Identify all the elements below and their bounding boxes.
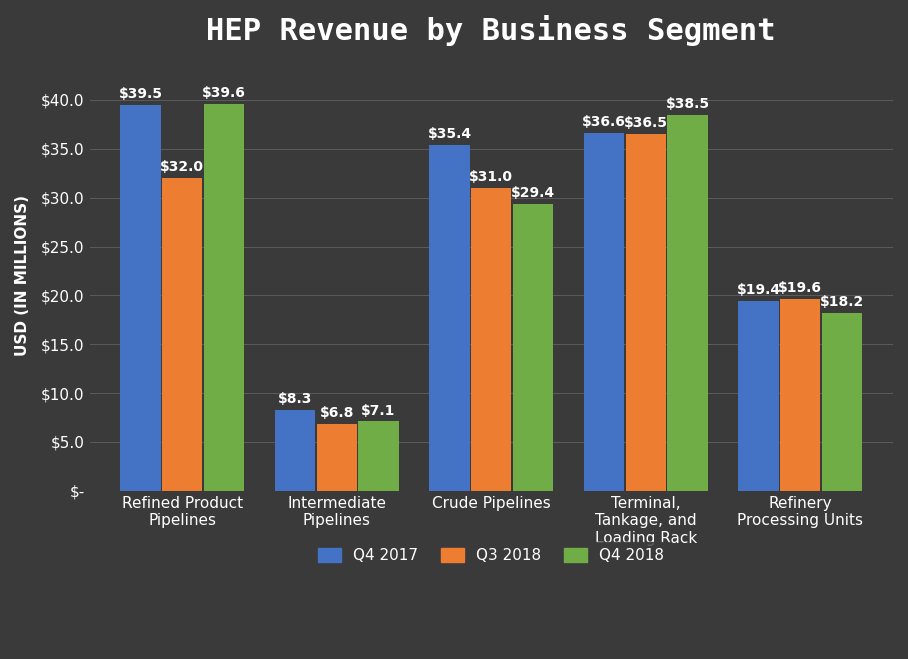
Text: $35.4: $35.4	[428, 127, 471, 141]
Bar	[738, 301, 779, 491]
Bar	[584, 133, 624, 491]
Bar	[275, 410, 315, 491]
Bar	[626, 134, 666, 491]
Text: $36.6: $36.6	[582, 115, 626, 129]
Text: $6.8: $6.8	[320, 407, 354, 420]
Text: $38.5: $38.5	[666, 97, 709, 111]
Bar	[317, 424, 357, 491]
Text: $19.6: $19.6	[778, 281, 823, 295]
Text: $36.5: $36.5	[624, 116, 667, 130]
Bar	[513, 204, 553, 491]
Bar	[121, 105, 161, 491]
Bar	[667, 115, 707, 491]
Text: $29.4: $29.4	[511, 186, 555, 200]
Bar	[822, 313, 862, 491]
Text: $18.2: $18.2	[820, 295, 864, 309]
Text: $19.4: $19.4	[736, 283, 781, 297]
Title: HEP Revenue by Business Segment: HEP Revenue by Business Segment	[206, 15, 776, 46]
Legend: Q4 2017, Q3 2018, Q4 2018: Q4 2017, Q3 2018, Q4 2018	[312, 542, 671, 569]
Text: $8.3: $8.3	[278, 392, 312, 406]
Bar	[471, 188, 511, 491]
Bar	[359, 422, 399, 491]
Text: $31.0: $31.0	[469, 170, 513, 184]
Text: $39.5: $39.5	[119, 87, 163, 101]
Bar	[429, 145, 469, 491]
Bar	[780, 299, 821, 491]
Text: $32.0: $32.0	[161, 160, 204, 174]
Text: $39.6: $39.6	[202, 86, 246, 100]
Y-axis label: USD (IN MILLIONS): USD (IN MILLIONS)	[15, 195, 30, 357]
Text: $7.1: $7.1	[361, 403, 396, 418]
Bar	[204, 104, 244, 491]
Bar	[163, 178, 202, 491]
